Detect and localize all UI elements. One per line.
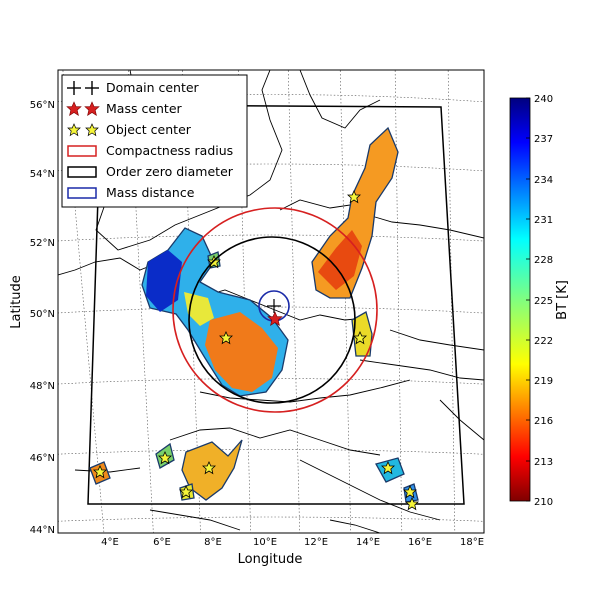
lon-tick: 12°E <box>304 537 328 548</box>
lat-tick: 54°N <box>30 169 55 180</box>
red-star-icon <box>66 101 100 116</box>
colorbar-tick: 240 <box>534 94 553 105</box>
map-frame <box>57 69 485 534</box>
colorbar-label: BT [K] <box>555 280 570 320</box>
colorbar-tick-labels: 210 213 216 219 222 225 228 231 234 237 … <box>534 94 553 508</box>
x-axis-label: Longitude <box>238 552 303 567</box>
colorbar-tick: 216 <box>534 416 553 427</box>
cloud-object-northwest-cold <box>146 250 182 312</box>
legend-label: Mass distance <box>106 185 195 200</box>
lon-tick-labels: 4°E 6°E 8°E 10°E 12°E 14°E 16°E 18°E <box>101 537 484 548</box>
legend-label: Mass center <box>106 101 183 116</box>
cloud-object-northeast-core <box>318 230 362 290</box>
colorbar-tick: 225 <box>534 296 553 307</box>
legend-item-order-zero-diameter: Order zero diameter <box>67 164 234 179</box>
red-circle-icon <box>67 145 97 157</box>
colorbar-tick: 231 <box>534 215 553 226</box>
lon-tick: 14°E <box>356 537 380 548</box>
lon-tick: 6°E <box>153 537 171 548</box>
legend-box <box>61 74 248 208</box>
colorbar-tick: 222 <box>534 336 553 347</box>
legend-label: Compactness radius <box>106 143 233 158</box>
lat-tick: 48°N <box>30 381 55 392</box>
lon-tick: 10°E <box>253 537 277 548</box>
legend-label: Domain center <box>106 80 200 95</box>
yellow-star-icon <box>67 123 99 137</box>
lat-tick: 56°N <box>30 100 55 111</box>
plus-icon <box>67 81 99 95</box>
colorbar-tick: 219 <box>534 376 553 387</box>
legend-label: Order zero diameter <box>106 164 234 179</box>
domain-boundary <box>87 104 465 505</box>
lon-tick: 4°E <box>101 537 119 548</box>
lat-tick: 52°N <box>30 238 55 249</box>
legend-item-object-center: Object center <box>67 122 192 137</box>
lon-tick: 18°E <box>460 537 484 548</box>
legend-item-compactness-radius: Compactness radius <box>67 143 233 158</box>
colorbar-tick: 210 <box>534 497 553 508</box>
lat-tick: 50°N <box>30 309 55 320</box>
black-circle-icon <box>67 166 97 178</box>
blue-circle-icon <box>67 187 97 199</box>
lat-tick-labels: 44°N 46°N 48°N 50°N 52°N 54°N 56°N <box>30 100 55 536</box>
colorbar-gradient <box>509 97 531 502</box>
colorbar-tick: 234 <box>534 175 553 186</box>
compactness-radius-circle <box>172 207 378 413</box>
y-axis-label: Latitude <box>9 275 24 329</box>
lat-tick: 44°N <box>30 525 55 536</box>
legend-item-domain-center: Domain center <box>67 80 200 95</box>
colorbar-tick: 213 <box>534 457 553 468</box>
colorbar-tick: 237 <box>534 134 553 145</box>
lat-tick: 46°N <box>30 453 55 464</box>
legend-label: Object center <box>106 122 192 137</box>
cloud-object-west-core <box>205 312 278 392</box>
legend-item-mass-center: Mass center <box>66 101 183 116</box>
lon-tick: 16°E <box>408 537 432 548</box>
legend: Domain center Mass center Object center … <box>61 74 248 208</box>
domain-center-marker <box>267 299 281 313</box>
lon-tick: 8°E <box>204 537 222 548</box>
order-zero-diameter-circle <box>188 236 356 404</box>
legend-item-mass-distance: Mass distance <box>67 185 195 200</box>
cloud-objects <box>89 126 419 503</box>
coastlines <box>58 70 484 533</box>
mass-center-marker <box>267 311 283 326</box>
colorbar: 210 213 216 219 222 225 228 231 234 237 … <box>509 94 570 508</box>
colorbar-ticks <box>526 97 530 502</box>
colorbar-tick: 228 <box>534 255 553 266</box>
